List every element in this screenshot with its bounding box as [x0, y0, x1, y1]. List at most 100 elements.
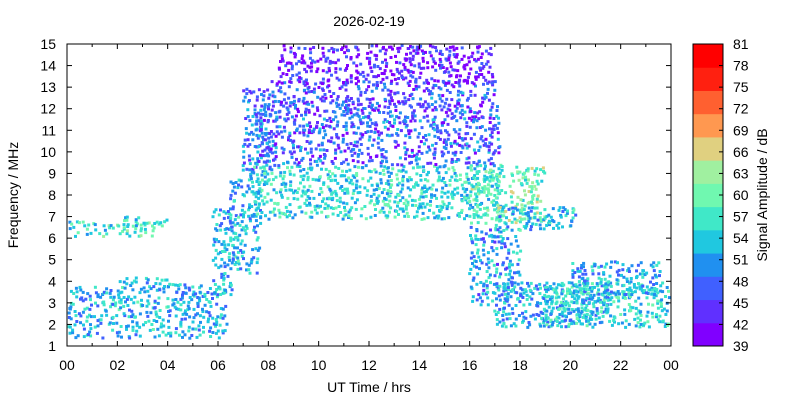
- data-point: [134, 333, 138, 337]
- data-point: [245, 226, 249, 230]
- data-point: [497, 184, 501, 188]
- data-point: [217, 266, 221, 270]
- data-point: [561, 210, 565, 213]
- data-point: [134, 276, 138, 280]
- data-point: [613, 316, 617, 320]
- data-point: [347, 216, 350, 219]
- data-point: [574, 283, 578, 287]
- data-point: [341, 137, 345, 141]
- x-tick-label: 08: [261, 357, 277, 373]
- data-point: [306, 124, 310, 127]
- data-point: [343, 209, 347, 213]
- data-point: [384, 48, 388, 52]
- data-point: [511, 210, 515, 214]
- data-point: [309, 168, 313, 172]
- data-point: [508, 259, 512, 263]
- data-point: [297, 97, 301, 101]
- data-point: [567, 281, 571, 285]
- data-point: [396, 46, 400, 50]
- data-point: [487, 70, 491, 74]
- data-point: [377, 104, 381, 108]
- data-point: [594, 313, 598, 317]
- data-point: [354, 186, 358, 190]
- data-point: [406, 215, 410, 218]
- data-point: [225, 227, 229, 231]
- data-point: [477, 293, 481, 297]
- data-point: [352, 144, 356, 147]
- data-point: [356, 126, 360, 130]
- data-point: [473, 174, 477, 178]
- data-point: [497, 116, 500, 120]
- data-point: [251, 167, 255, 171]
- data-point: [444, 159, 448, 163]
- data-point: [343, 51, 347, 55]
- data-point: [486, 91, 489, 95]
- data-point: [290, 101, 294, 105]
- data-point: [482, 82, 485, 86]
- data-point: [229, 207, 232, 211]
- data-point: [300, 57, 304, 61]
- data-point: [561, 289, 565, 293]
- data-point: [271, 210, 275, 214]
- data-point: [223, 291, 227, 295]
- data-point: [430, 193, 433, 197]
- data-point: [345, 169, 349, 173]
- data-point: [574, 290, 578, 294]
- colorbar-segment: [693, 136, 723, 161]
- data-point: [519, 211, 522, 215]
- data-point: [369, 170, 373, 174]
- data-point: [521, 198, 525, 202]
- x-tick-label: 14: [412, 357, 428, 373]
- data-point: [378, 49, 382, 53]
- data-point: [94, 291, 98, 295]
- data-point: [179, 303, 183, 307]
- data-point: [602, 303, 606, 307]
- data-point: [375, 44, 379, 48]
- data-point: [346, 81, 350, 85]
- data-point: [386, 88, 390, 92]
- data-point: [459, 116, 463, 120]
- data-point: [154, 282, 158, 285]
- data-point: [404, 157, 407, 161]
- data-point: [491, 178, 495, 182]
- data-point: [599, 278, 603, 281]
- data-point: [313, 112, 317, 116]
- data-point: [345, 103, 348, 107]
- data-point: [506, 282, 510, 286]
- data-point: [394, 195, 398, 199]
- data-point: [416, 165, 420, 169]
- data-point: [634, 299, 638, 303]
- data-point: [125, 218, 129, 222]
- data-point: [222, 278, 226, 282]
- data-point: [329, 206, 333, 210]
- data-point: [539, 301, 543, 305]
- data-point: [167, 319, 170, 323]
- data-point: [373, 53, 377, 57]
- data-point: [300, 61, 304, 65]
- data-point: [225, 322, 229, 326]
- data-point: [308, 121, 312, 125]
- data-point: [75, 295, 79, 299]
- data-point: [367, 105, 371, 108]
- data-point: [519, 286, 523, 290]
- data-point: [271, 139, 275, 143]
- data-point: [344, 99, 348, 103]
- data-point: [273, 157, 277, 161]
- data-point: [269, 182, 273, 186]
- data-point: [550, 300, 554, 304]
- data-point: [328, 59, 332, 63]
- data-point: [302, 80, 306, 84]
- data-point: [388, 194, 392, 198]
- data-point: [360, 108, 364, 112]
- data-point: [255, 119, 259, 123]
- data-point: [236, 222, 240, 226]
- data-point: [395, 177, 399, 181]
- data-point: [494, 196, 498, 200]
- data-point: [659, 302, 663, 306]
- data-point: [326, 56, 330, 60]
- data-point: [148, 328, 152, 332]
- data-point: [569, 224, 573, 228]
- data-point: [346, 109, 350, 113]
- data-point: [68, 227, 72, 231]
- data-point: [610, 296, 614, 300]
